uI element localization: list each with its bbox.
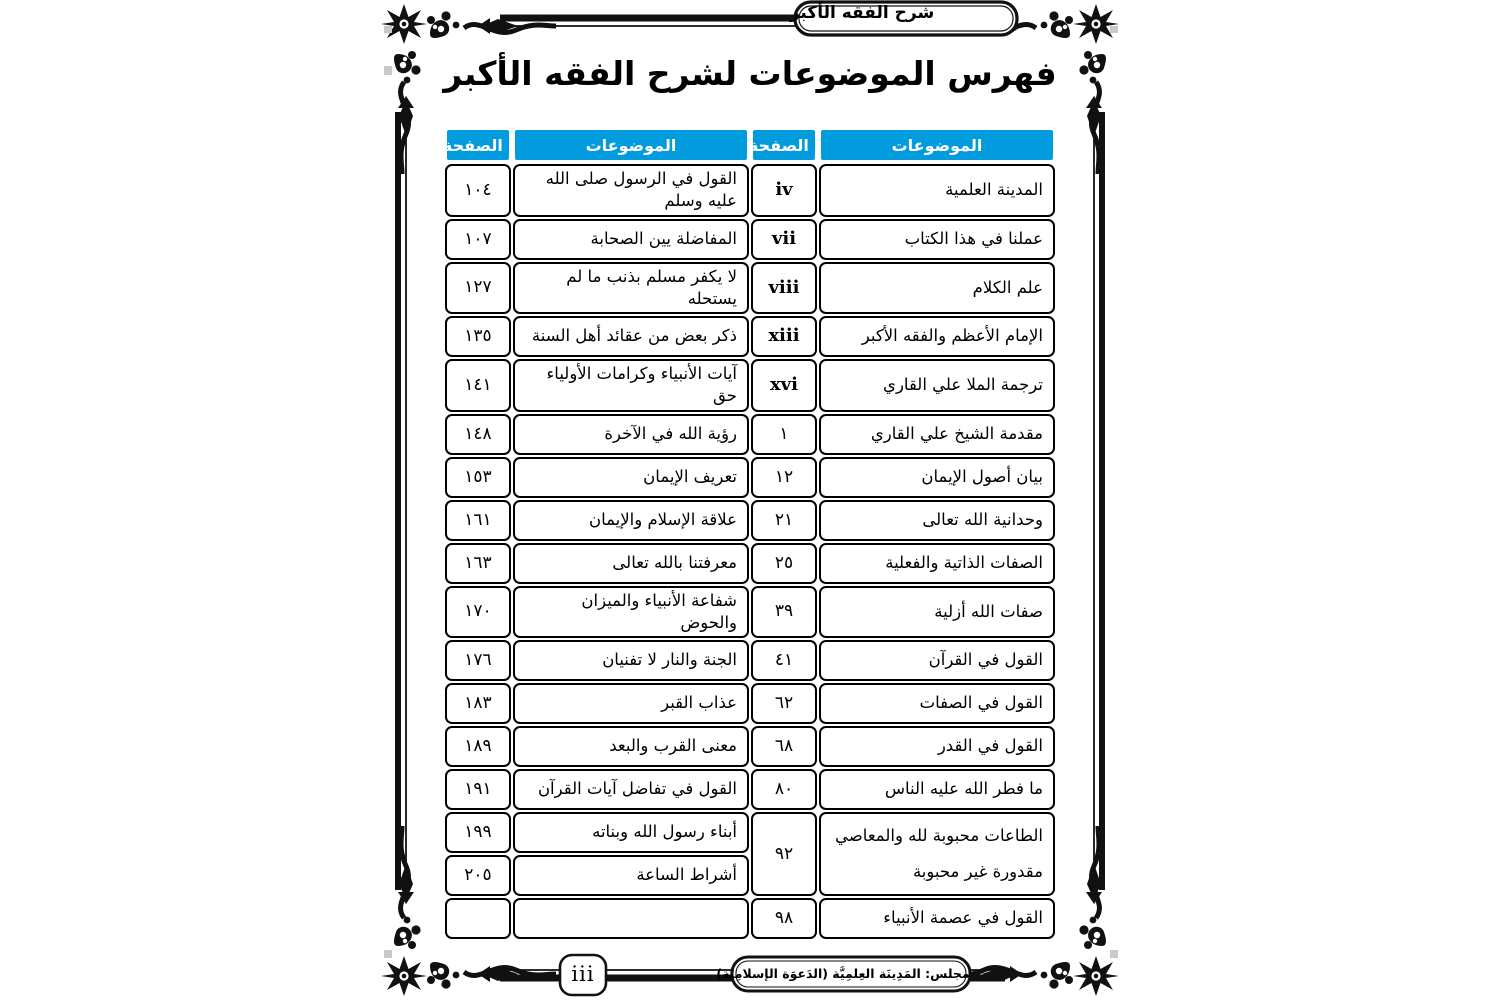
table-row: بيان أصول الإيمان ١٢ تعريف الإيمان ١٥٣ bbox=[445, 456, 1055, 498]
table-of-contents: الموضوعات الصفحة الموضوعات الصفحة المدين… bbox=[443, 126, 1057, 941]
topic-cell-right: مقدمة الشيخ علي القاري bbox=[818, 413, 1055, 455]
topic-line: الطاعات محبوبة لله والمعاصي bbox=[835, 825, 1043, 845]
topic-cell-left: أبناء رسول الله وبناته bbox=[512, 812, 750, 854]
topic-cell-right: الإمام الأعظم والفقه الأكبر bbox=[818, 316, 1055, 358]
column-header-page-right: الصفحة bbox=[749, 128, 817, 162]
header-banner-title: شرح الفقه الأكبر bbox=[789, 3, 935, 23]
page-cell-right: ٣٩ bbox=[751, 585, 817, 639]
topic-cell-left: الجنة والنار لا تفنيان bbox=[512, 640, 750, 682]
table-row: القول في عصمة الأنبياء ٩٨ bbox=[445, 898, 1055, 940]
page-cell-right: vii bbox=[751, 218, 817, 260]
page-cell-left: ١٠٤ bbox=[445, 164, 511, 217]
page-cell-right: ٢١ bbox=[751, 499, 817, 541]
table-header-row: الموضوعات الصفحة الموضوعات الصفحة bbox=[443, 128, 1055, 162]
page-cell-left: ١٨٣ bbox=[445, 683, 511, 725]
page-cell-right: ٩٢ bbox=[751, 812, 817, 897]
topic-cell-right: القول في القدر bbox=[818, 726, 1055, 768]
topic-cell-left: معنى القرب والبعد bbox=[512, 726, 750, 768]
page-cell-right: viii bbox=[751, 261, 817, 315]
page-cell-left: ١٢٧ bbox=[445, 261, 511, 315]
page-cell-left: ١٥٣ bbox=[445, 456, 511, 498]
page-title: فهرس الموضوعات لشرح الفقه الأكبر bbox=[443, 54, 1057, 93]
topic-cell-left: علاقة الإسلام والإيمان bbox=[512, 499, 750, 541]
topic-cell-right: صفات الله أزلية bbox=[818, 585, 1055, 639]
page-cell-left: ١٨٩ bbox=[445, 726, 511, 768]
page-cell-right: ١٢ bbox=[751, 456, 817, 498]
topic-cell-right: عملنا في هذا الكتاب bbox=[818, 218, 1055, 260]
topic-cell-right: وحدانية الله تعالى bbox=[818, 499, 1055, 541]
topic-cell-left: عذاب القبر bbox=[512, 683, 750, 725]
page-cell-left: ١٦١ bbox=[445, 499, 511, 541]
page-cell-left: ١٤١ bbox=[445, 359, 511, 412]
table-row: وحدانية الله تعالى ٢١ علاقة الإسلام والإيم… bbox=[445, 499, 1055, 541]
topic-line: مقدورة غير محبوبة bbox=[912, 862, 1043, 882]
topic-cell-left: أشراط الساعة bbox=[512, 855, 750, 897]
column-header-page-left: الصفحة bbox=[443, 128, 511, 162]
table-row: ترجمة الملا علي القاري xvi آيات الأنبياء و… bbox=[445, 359, 1055, 412]
page-cell-left: ١٣٥ bbox=[445, 316, 511, 358]
topic-cell-right: الصفات الذاتية والفعلية bbox=[818, 542, 1055, 584]
page-cell-right: ٩٨ bbox=[751, 898, 817, 940]
topic-cell-right: بيان أصول الإيمان bbox=[818, 456, 1055, 498]
column-header-topic-right: الموضوعات bbox=[818, 128, 1055, 162]
page-cell-right: xiii bbox=[751, 316, 817, 358]
topic-cell-right: الطاعات محبوبة لله والمعاصي مقدورة غير مح… bbox=[818, 812, 1055, 897]
topic-cell-right: علم الكلام bbox=[818, 261, 1055, 315]
topic-cell-left: تعريف الإيمان bbox=[512, 456, 750, 498]
table-row: القول في القدر ٦٨ معنى القرب والبعد ١٨٩ bbox=[445, 726, 1055, 768]
column-header-topic-left: الموضوعات bbox=[512, 128, 750, 162]
table-row: القول في القرآن ٤١ الجنة والنار لا تفنيان ١… bbox=[445, 640, 1055, 682]
topic-cell-left: رؤية الله في الآخرة bbox=[512, 413, 750, 455]
topic-cell-left: القول في تفاضل آيات القرآن bbox=[512, 769, 750, 811]
page-cell-right: xvi bbox=[751, 359, 817, 412]
page-cell-left: ١٤٨ bbox=[445, 413, 511, 455]
table-row: أشراط الساعة ٢٠٥ bbox=[445, 855, 1055, 897]
page-cell-right: iv bbox=[751, 164, 817, 217]
footer-publisher-label: مجلس: المَدِينَة العِلمِيَّة (الدَعوَة ا… bbox=[716, 966, 970, 981]
table-row: القول في الصفات ٦٢ عذاب القبر ١٨٣ bbox=[445, 683, 1055, 725]
page-cell-right: ١ bbox=[751, 413, 817, 455]
page-cell-left bbox=[445, 898, 511, 940]
page-cell-left: ١٦٣ bbox=[445, 542, 511, 584]
page-cell-left: ٢٠٥ bbox=[445, 855, 511, 897]
topic-cell-left: القول في الرسول صلى الله عليه وسلم bbox=[512, 164, 750, 217]
page-cell-left: ١٩١ bbox=[445, 769, 511, 811]
table-row: الطاعات محبوبة لله والمعاصي مقدورة غير مح… bbox=[445, 812, 1055, 897]
topic-cell-left: آيات الأنبياء وكرامات الأولياء حق bbox=[512, 359, 750, 412]
table-row: صفات الله أزلية ٣٩ شفاعة الأنبياء والميزان… bbox=[445, 585, 1055, 639]
page-cell-left: ١٧٦ bbox=[445, 640, 511, 682]
page-cell-right: ٨٠ bbox=[751, 769, 817, 811]
table-row: ما فطر الله عليه الناس ٨٠ القول في تفاضل آ… bbox=[445, 769, 1055, 811]
topic-cell-left: المفاضلة يين الصحابة bbox=[512, 218, 750, 260]
table-body: المدينة العلمية iv القول في الرسول صلى الل… bbox=[445, 164, 1055, 940]
topic-cell-right: القول في عصمة الأنبياء bbox=[818, 898, 1055, 940]
topic-cell-right: ترجمة الملا علي القاري bbox=[818, 359, 1055, 412]
topic-cell-right: المدينة العلمية bbox=[818, 164, 1055, 217]
page-cell-right: ٦٢ bbox=[751, 683, 817, 725]
topic-cell-right: القول في الصفات bbox=[818, 683, 1055, 725]
topic-cell-left: معرفتنا بالله تعالى bbox=[512, 542, 750, 584]
topic-cell-right: القول في القرآن bbox=[818, 640, 1055, 682]
table-row: المدينة العلمية iv القول في الرسول صلى الل… bbox=[445, 164, 1055, 217]
page-cell-right: ٤١ bbox=[751, 640, 817, 682]
page-cell-left: ١٠٧ bbox=[445, 218, 511, 260]
footer-page-number: iii bbox=[571, 962, 595, 986]
table-row: الصفات الذاتية والفعلية ٢٥ معرفتنا بالله ت… bbox=[445, 542, 1055, 584]
topic-cell-right: ما فطر الله عليه الناس bbox=[818, 769, 1055, 811]
topic-cell-left: ذكر بعض من عقائد أهل السنة bbox=[512, 316, 750, 358]
table-row: الإمام الأعظم والفقه الأكبر xiii ذكر بعض م… bbox=[445, 316, 1055, 358]
page-cell-left: ١٩٩ bbox=[445, 812, 511, 854]
table-row: عملنا في هذا الكتاب vii المفاضلة يين الصحا… bbox=[445, 218, 1055, 260]
page-cell-right: ٦٨ bbox=[751, 726, 817, 768]
topic-cell-left bbox=[512, 898, 750, 940]
page-cell-left: ١٧٠ bbox=[445, 585, 511, 639]
page-cell-right: ٢٥ bbox=[751, 542, 817, 584]
table-row: علم الكلام viii لا يكفر مسلم بذنب ما لم يس… bbox=[445, 261, 1055, 315]
topic-cell-left: لا يكفر مسلم بذنب ما لم يستحله bbox=[512, 261, 750, 315]
topic-cell-left: شفاعة الأنبياء والميزان والحوض bbox=[512, 585, 750, 639]
table-row: مقدمة الشيخ علي القاري ١ رؤية الله في الآخ… bbox=[445, 413, 1055, 455]
